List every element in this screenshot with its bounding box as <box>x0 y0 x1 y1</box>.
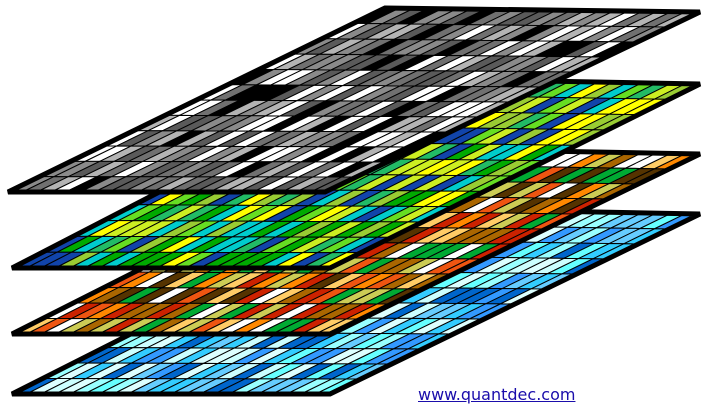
credit-link[interactable]: www.quantdec.com <box>418 385 576 404</box>
grid-layer-green-yellow <box>10 75 702 271</box>
grid-layer-grayscale <box>6 5 702 195</box>
grid-layer-border <box>6 5 702 195</box>
grid-layer-border <box>10 75 702 271</box>
grid-layer-border <box>10 145 702 337</box>
